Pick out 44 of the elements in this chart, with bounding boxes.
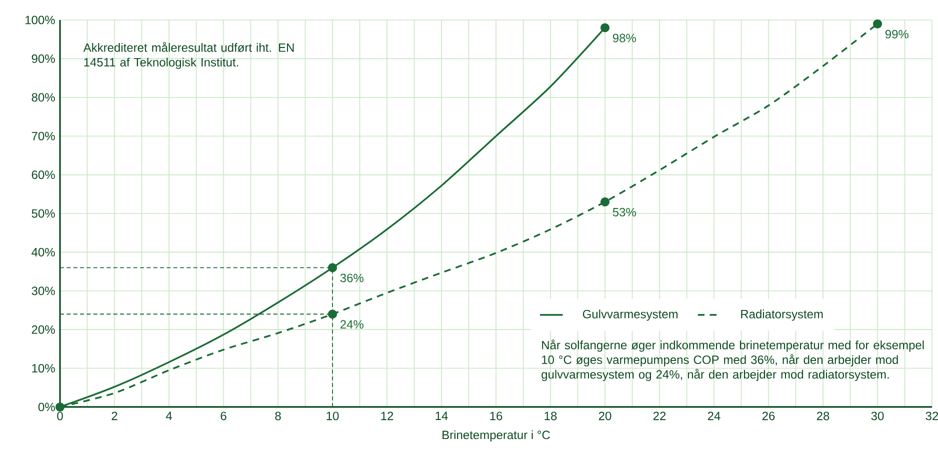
x-tick-label: 18	[544, 412, 557, 420]
x-tick-label: 8	[275, 412, 281, 420]
y-tick-label: 90%	[32, 54, 55, 63]
y-tick-label: 70%	[32, 132, 55, 140]
x-tick-label: 4	[166, 412, 172, 420]
point	[328, 263, 338, 272]
x-tick-label: 2	[112, 412, 118, 420]
y-tick-label: 20%	[32, 325, 55, 334]
y-tick-label: 30%	[32, 286, 55, 296]
x-tick-label: 32	[926, 412, 938, 420]
annotation: Akkrediteret måleresultat udført iht. EN 14511 af Teknologisk Institut.	[83, 42, 294, 69]
y-tick-label: 80%	[32, 93, 55, 102]
point	[600, 197, 610, 206]
y-tick-label: 100%	[26, 16, 55, 24]
data-label: 53%	[612, 208, 636, 216]
data-label: 99%	[885, 30, 908, 38]
point	[872, 19, 882, 28]
data-label: 98%	[612, 34, 636, 42]
point	[328, 310, 338, 319]
x-tick-label: 24	[708, 412, 720, 420]
x-tick-label: 22	[653, 412, 666, 420]
x-tick-label: 14	[436, 412, 448, 420]
y-tick-label: 0%	[38, 402, 55, 412]
x-tick-label: 10	[326, 412, 339, 420]
y-tick-label: 10%	[32, 364, 55, 373]
y-tick-label: 60%	[32, 170, 55, 180]
x-tick-label: 20	[598, 412, 612, 420]
x-tick-label: 0	[57, 412, 63, 420]
annotation: Når solfangerne øger indkommende brinetemperatur med for eksempel 10 °C øges varmepumpens COP med 36%, når den arbejder mod gulvvarmesystem og 24%, når den arbejder mod radiatorsystem.	[542, 340, 924, 382]
x-axis-title: Brinetemperatur i °C	[442, 430, 550, 442]
y-tick-label: 40%	[32, 248, 55, 256]
x-tick-label: 30	[871, 412, 884, 420]
data-label: 36%	[340, 274, 364, 282]
x-tick-label: 12	[381, 412, 394, 420]
x-tick-label: 6	[220, 412, 226, 420]
x-tick-label: 28	[816, 412, 830, 420]
legend-label: Gulvvarmesystem	[582, 310, 678, 321]
point	[55, 402, 65, 412]
y-tick-label: 50%	[32, 209, 55, 218]
legend-label: Radiatorsystem	[741, 310, 823, 321]
x-tick-label: 16	[490, 412, 502, 420]
x-tick-label: 26	[762, 412, 775, 420]
data-label: 24%	[340, 320, 364, 329]
point	[600, 23, 610, 32]
